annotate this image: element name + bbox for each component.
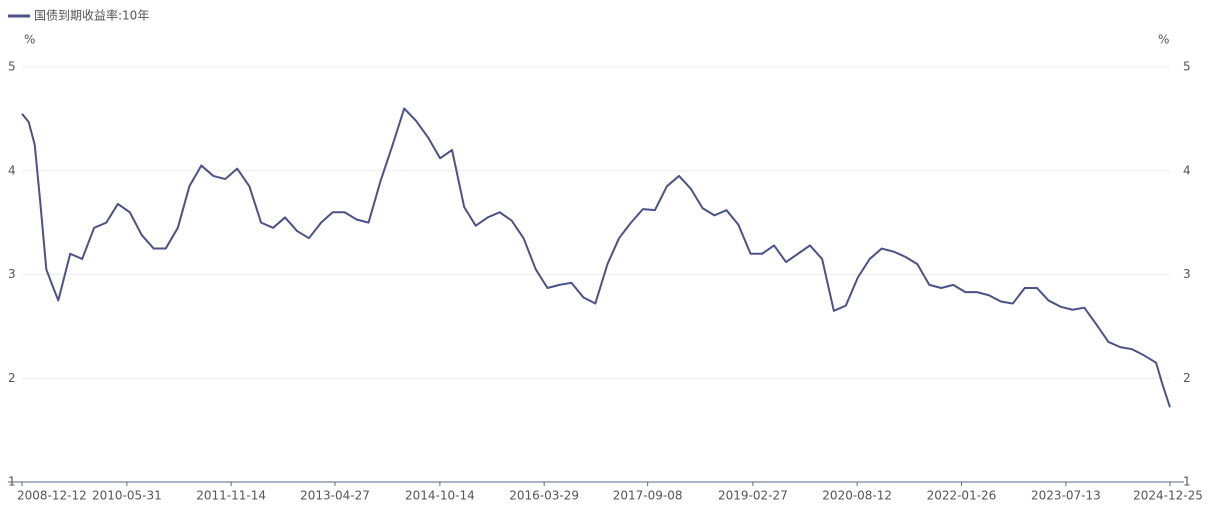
series-line [21, 107, 1171, 408]
x-tick-label: 2016-03-29 [509, 489, 579, 503]
x-tick-label: 2020-08-12 [822, 489, 892, 503]
x-tick-label: 2013-04-27 [300, 489, 370, 503]
x-tick-label: 2019-02-27 [718, 489, 788, 503]
legend-label: 国债到期收益率:10年 [34, 8, 149, 23]
y2-tick-label: 5 [1183, 60, 1191, 74]
x-tick-label: 2014-10-14 [405, 489, 475, 503]
y2-tick-label: 3 [1183, 267, 1191, 281]
x-tick-label: 2011-11-14 [196, 489, 266, 503]
y-unit: % [24, 33, 35, 47]
x-tick-label: 2017-09-08 [613, 489, 683, 503]
y2-tick-label: 1 [1183, 475, 1191, 489]
x-tick-label: 2008-12-12 [17, 489, 87, 503]
y2-tick-label: 2 [1183, 371, 1191, 385]
x-tick-label: 2010-05-31 [92, 489, 162, 503]
y2-tick-label: 4 [1183, 163, 1191, 177]
y-tick-label: 5 [8, 60, 16, 74]
x-tick-label: 2022-01-26 [927, 489, 997, 503]
x-tick-label: 2023-07-13 [1031, 489, 1101, 503]
y-tick-label: 3 [8, 267, 16, 281]
x-tick-label: 2024-12-25 [1133, 489, 1203, 503]
y-tick-label: 2 [8, 371, 16, 385]
y2-unit: % [1158, 33, 1169, 47]
y-tick-label: 4 [8, 163, 16, 177]
